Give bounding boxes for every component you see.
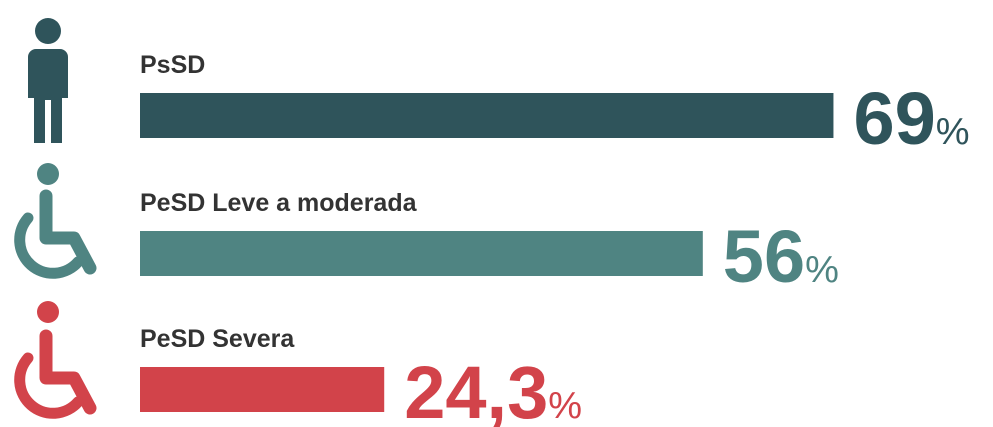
icon-body <box>28 49 68 143</box>
icon-head <box>35 18 61 44</box>
icon-body <box>39 189 97 275</box>
wheelchair-icon <box>14 163 97 279</box>
value-label: 24,3% <box>404 351 582 427</box>
person-icon <box>28 18 68 143</box>
category-label: PeSD Severa <box>140 325 295 353</box>
value-label: 56% <box>723 215 839 298</box>
icon-body <box>39 329 97 415</box>
bar <box>140 93 834 138</box>
bar <box>140 367 385 412</box>
category-label: PeSD Leve a moderada <box>140 189 418 217</box>
icon-head <box>37 301 59 323</box>
icon-head <box>37 163 59 185</box>
bar <box>140 231 703 276</box>
value-label: 69% <box>853 77 969 160</box>
icon-wheel <box>14 212 84 279</box>
icon-wheel <box>14 352 84 419</box>
category-label: PsSD <box>140 51 205 79</box>
wheelchair-icon <box>14 301 97 419</box>
